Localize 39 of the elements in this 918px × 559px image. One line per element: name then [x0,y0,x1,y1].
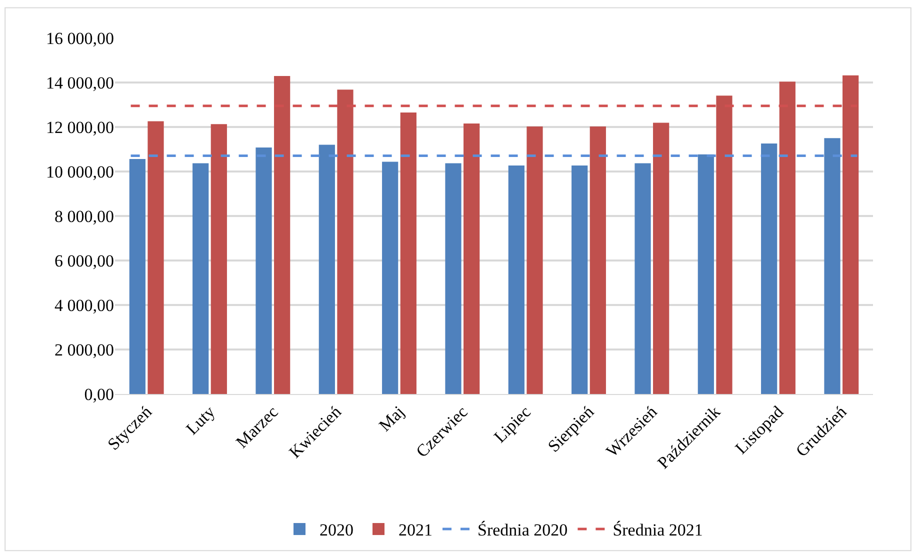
y-tick-label: 0,00 [84,384,114,404]
bar [716,96,732,394]
legend-label: 2020 [320,520,354,540]
bar [445,163,462,394]
legend-label: 2021 [398,520,432,540]
bar [779,82,796,394]
y-tick-label: 8 000,00 [54,206,114,226]
bar [400,112,416,394]
bar [653,122,670,394]
y-tick-label: 4 000,00 [54,296,114,315]
bar [337,90,354,394]
bar [761,143,778,394]
bar [318,144,335,394]
x-tick-label: Luty [182,402,219,438]
bar [192,163,209,394]
bar [698,154,714,394]
y-tick-label: 2 000,00 [54,340,114,360]
bar [464,123,480,394]
bar [210,124,227,394]
y-tick-label: 16 000,00 [46,28,114,48]
bar [148,121,164,394]
bar [824,138,840,394]
bar [508,165,524,394]
bar [842,75,859,394]
bar [256,147,272,394]
bar [590,126,606,394]
y-tick-label: 10 000,00 [46,162,114,182]
bar [526,126,543,394]
y-tick-label: 14 000,00 [46,73,114,92]
bar [572,165,588,394]
bar [634,163,651,394]
legend-label: Średnia 2020 [478,520,568,540]
bar [129,159,146,394]
y-tick-label: 6 000,00 [54,251,114,270]
bar [382,162,398,394]
bar [274,76,290,394]
y-tick-label: 12 000,00 [46,118,114,137]
x-tick-label: Maj [375,402,408,436]
legend-label: Średnia 2021 [612,520,703,540]
